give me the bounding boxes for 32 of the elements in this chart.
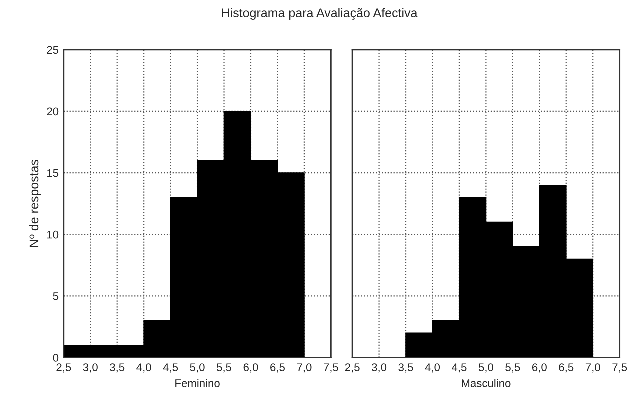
y-tick-label: 25 bbox=[47, 46, 59, 54]
x-tick-label: 6,5 bbox=[270, 364, 285, 373]
x-tick-label: 2,5 bbox=[345, 364, 360, 373]
y-tick-label: 0 bbox=[53, 354, 59, 362]
chart-title: Histograma para Avaliação Afectiva bbox=[222, 8, 418, 20]
x-tick-label: 5,5 bbox=[216, 364, 232, 373]
x-tick-label: 4,5 bbox=[452, 364, 467, 373]
y-tick-label: 20 bbox=[47, 108, 59, 116]
y-tick-label: 15 bbox=[48, 169, 59, 178]
y-tick-label: 10 bbox=[48, 230, 59, 239]
x-axis-title: Feminino bbox=[176, 379, 220, 388]
x-tick-label: 4,0 bbox=[425, 364, 440, 373]
x-tick-label: 4,5 bbox=[163, 364, 178, 373]
x-tick-label: 3,0 bbox=[83, 364, 98, 373]
x-tick-label: 7,5 bbox=[324, 364, 338, 373]
x-tick-label: 6,0 bbox=[532, 364, 547, 373]
x-tick-label: 4,0 bbox=[136, 364, 152, 373]
x-tick-label: 5,0 bbox=[478, 364, 494, 373]
x-tick-label: 5,0 bbox=[190, 364, 205, 373]
x-tick-label: 3,0 bbox=[372, 364, 387, 373]
x-axis-title: Masculino bbox=[462, 379, 511, 388]
x-tick-label: 6,5 bbox=[559, 364, 574, 373]
y-axis-title: Nº de respostas bbox=[29, 160, 42, 248]
x-tick-label: 3,5 bbox=[398, 364, 414, 373]
x-tick-label: 5,5 bbox=[506, 364, 520, 373]
x-tick-label: 7,0 bbox=[586, 364, 600, 373]
x-tick-label: 2,5 bbox=[56, 364, 72, 373]
x-tick-label: 6,0 bbox=[244, 364, 258, 373]
x-tick-label: 7,0 bbox=[297, 364, 312, 373]
x-tick-label: 3,5 bbox=[110, 364, 125, 373]
y-tick-label: 5 bbox=[53, 292, 59, 300]
x-tick-label: 7,5 bbox=[612, 364, 628, 373]
